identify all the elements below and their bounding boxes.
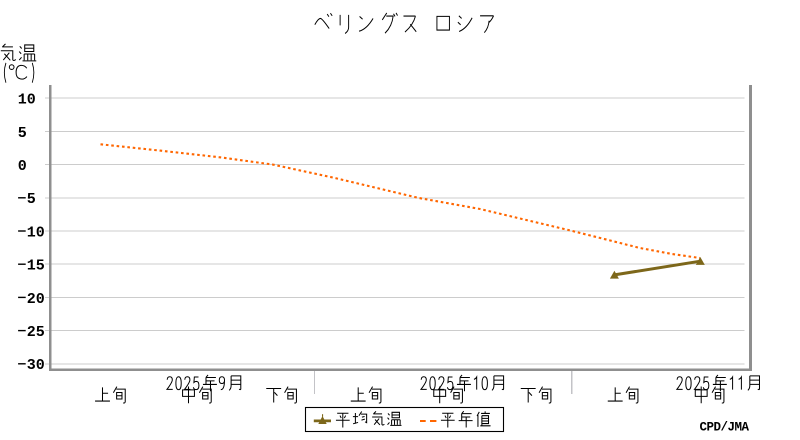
svg-text:0: 0 — [18, 158, 27, 175]
svg-text:CPD/JMA: CPD/JMA — [700, 421, 750, 435]
svg-text:25: 25 — [27, 324, 45, 341]
svg-text:30: 30 — [27, 357, 45, 374]
svg-text:10: 10 — [27, 224, 45, 241]
svg-text:10: 10 — [18, 92, 36, 109]
svg-text:5: 5 — [27, 191, 36, 208]
svg-text:15: 15 — [27, 258, 45, 275]
svg-text:5: 5 — [18, 125, 27, 142]
svg-text:20: 20 — [27, 291, 45, 308]
